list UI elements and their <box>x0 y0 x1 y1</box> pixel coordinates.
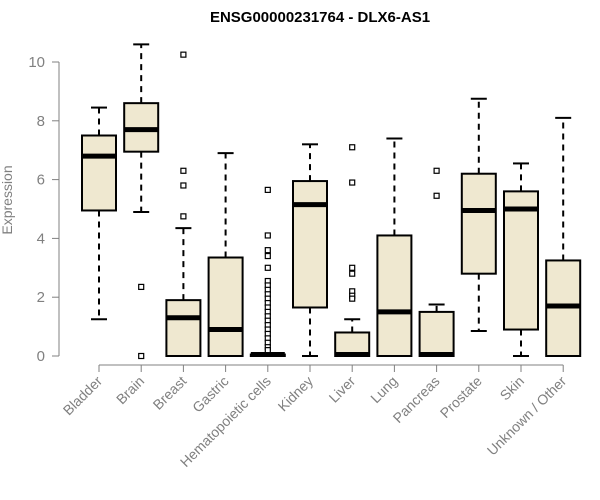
y-tick-label: 6 <box>37 172 45 189</box>
box-lung <box>376 137 413 358</box>
box-series <box>81 43 582 360</box>
x-tick-label: Lung <box>367 373 400 406</box>
y-axis-label: Expression <box>0 165 15 234</box>
box-pancreas <box>418 167 455 358</box>
x-tick-label: Skin <box>497 373 528 404</box>
outlier-point <box>138 283 145 291</box>
outlier-point <box>349 264 356 271</box>
outlier-point <box>180 51 187 58</box>
chart-title: ENSG00000231764 - DLX6-AS1 <box>210 9 430 26</box>
outlier-point <box>180 167 187 174</box>
box-body <box>165 299 202 358</box>
outlier-point <box>180 182 187 189</box>
outlier-point <box>433 167 440 174</box>
outlier-point <box>433 192 440 199</box>
box-breast <box>165 51 202 358</box>
y-tick-label: 2 <box>37 289 45 306</box>
box-body <box>503 190 539 331</box>
box-body <box>460 172 497 275</box>
x-tick-label: Liver <box>326 373 359 406</box>
y-tick-label: 8 <box>37 113 45 130</box>
box-body <box>418 310 455 357</box>
outlier-point <box>264 347 271 354</box>
box-brain <box>123 43 160 360</box>
x-tick-label: Prostate <box>437 373 485 421</box>
x-tick-label: Pancreas <box>390 373 443 426</box>
box-kidney <box>292 143 328 357</box>
outlier-point <box>349 270 356 277</box>
outlier-point <box>349 179 356 186</box>
outlier-point <box>264 247 271 254</box>
box-prostate <box>460 97 497 333</box>
outlier-point <box>264 232 271 239</box>
x-tick-label: Breast <box>150 373 190 413</box>
x-tick-label: Bladder <box>60 373 106 419</box>
box-skin <box>503 162 539 357</box>
y-tick-label: 4 <box>37 230 45 247</box>
x-tick-label: Kidney <box>275 373 317 415</box>
box-body <box>376 234 413 358</box>
y-tick-label: 10 <box>28 54 45 71</box>
outlier-point <box>264 252 271 260</box>
box-body <box>207 256 244 358</box>
x-tick-label: Unknown / Other <box>484 373 570 459</box>
y-axis: 0 2 4 6 8 10 <box>28 54 60 365</box>
y-tick-label: 0 <box>37 348 45 365</box>
outlier-point <box>138 352 145 360</box>
outlier-point <box>349 295 356 302</box>
outlier-point <box>180 213 187 220</box>
box-body <box>292 180 328 309</box>
box-hematopoietic-cells <box>249 186 286 358</box>
outlier-point <box>349 144 356 151</box>
box-gastric <box>207 152 244 358</box>
box-liver <box>334 144 371 358</box>
outlier-point <box>264 186 271 193</box>
box-body <box>81 134 117 212</box>
box-bladder <box>81 106 117 321</box>
box-unknown-other <box>545 116 582 358</box>
x-tick-label: Brain <box>113 373 147 407</box>
outlier-point <box>264 264 271 271</box>
